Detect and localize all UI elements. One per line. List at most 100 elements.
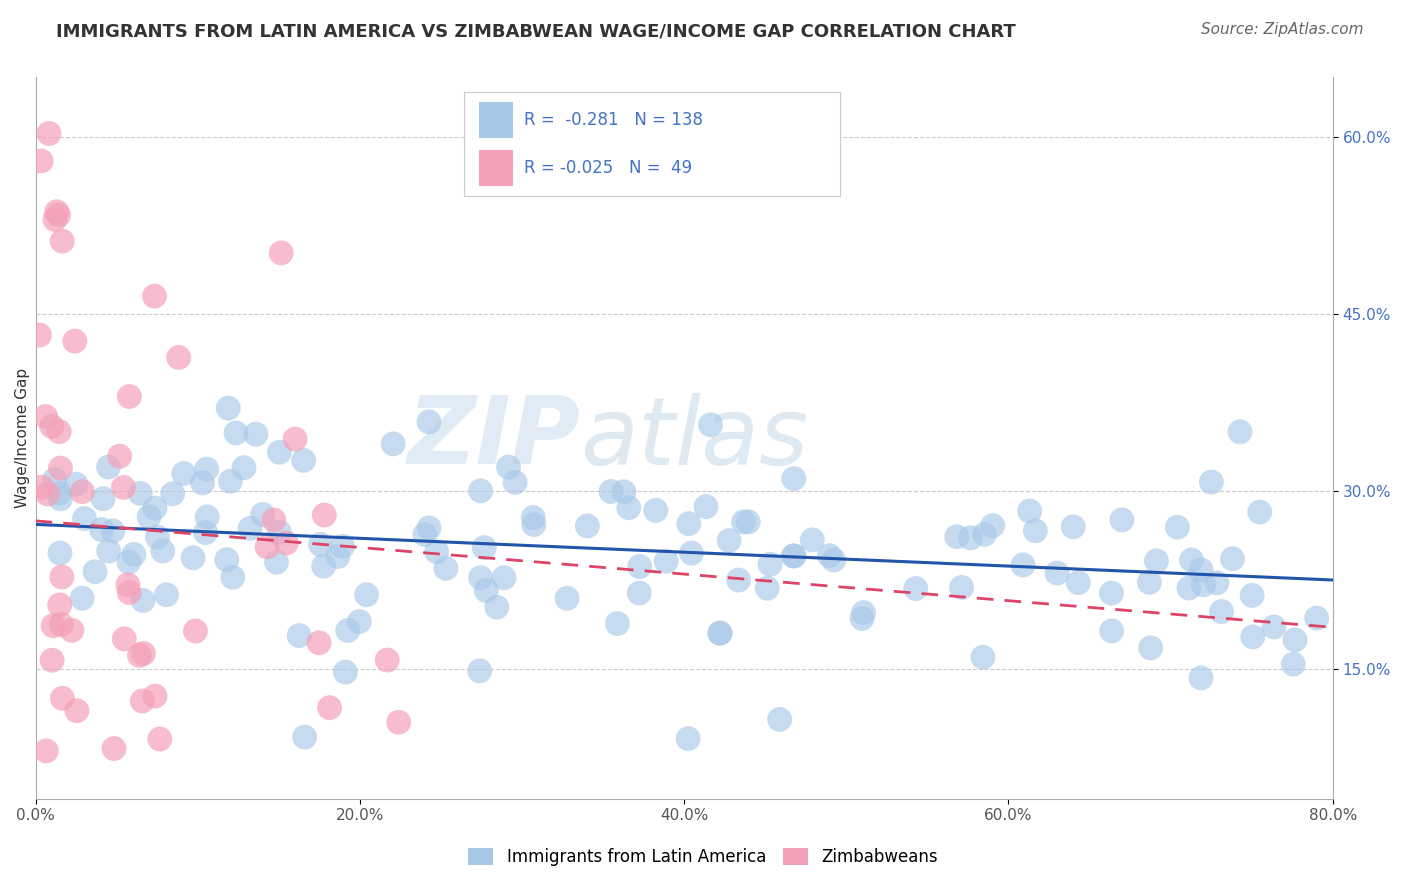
Point	[162, 486, 184, 500]
Point	[219, 475, 242, 489]
Point	[768, 712, 790, 726]
Point	[117, 578, 139, 592]
Point	[167, 351, 190, 365]
Point	[70, 591, 93, 606]
Point	[727, 573, 749, 587]
Point	[222, 570, 245, 584]
Point	[356, 588, 378, 602]
Point	[681, 546, 703, 560]
Point	[600, 484, 623, 499]
Point	[1222, 551, 1244, 566]
Point	[1067, 575, 1090, 590]
Point	[101, 524, 124, 538]
Point	[112, 480, 135, 494]
Point	[97, 460, 120, 475]
Point	[1099, 586, 1122, 600]
Point	[51, 617, 73, 632]
Point	[45, 204, 67, 219]
Point	[818, 549, 841, 563]
Point	[1189, 563, 1212, 577]
Point	[118, 390, 141, 404]
Point	[472, 541, 495, 555]
Point	[118, 585, 141, 599]
Point	[143, 689, 166, 703]
Point	[1305, 611, 1327, 625]
Point	[503, 475, 526, 490]
Point	[37, 487, 59, 501]
Point	[695, 500, 717, 514]
Point	[1189, 671, 1212, 685]
Point	[972, 650, 994, 665]
Point	[382, 437, 405, 451]
Point	[1062, 520, 1084, 534]
Point	[184, 624, 207, 638]
Text: Source: ZipAtlas.com: Source: ZipAtlas.com	[1201, 22, 1364, 37]
Point	[973, 527, 995, 541]
Point	[959, 531, 981, 545]
Point	[332, 539, 354, 553]
Point	[269, 525, 291, 540]
Point	[388, 715, 411, 730]
Point	[284, 432, 307, 446]
Point	[335, 665, 357, 679]
Point	[801, 533, 824, 547]
Point	[1192, 578, 1215, 592]
Point	[245, 427, 267, 442]
Point	[48, 486, 70, 500]
Point	[555, 591, 578, 606]
Point	[349, 615, 371, 629]
Point	[288, 628, 311, 642]
Point	[709, 626, 731, 640]
Point	[1146, 554, 1168, 568]
Point	[475, 583, 498, 598]
Point	[239, 521, 262, 535]
Point	[73, 511, 96, 525]
Point	[783, 549, 806, 563]
Point	[950, 581, 973, 595]
Point	[1024, 524, 1046, 538]
Point	[143, 501, 166, 516]
Point	[51, 570, 73, 584]
Point	[48, 208, 70, 222]
Point	[628, 586, 651, 600]
Point	[41, 419, 63, 434]
Point	[60, 624, 83, 638]
Point	[108, 449, 131, 463]
Point	[131, 694, 153, 708]
Point	[709, 626, 731, 640]
Point	[51, 234, 73, 248]
Point	[485, 600, 508, 615]
Point	[44, 473, 66, 487]
Point	[733, 515, 755, 529]
Point	[426, 544, 449, 558]
Point	[1205, 575, 1227, 590]
Point	[1229, 425, 1251, 439]
Point	[522, 510, 544, 524]
Point	[28, 328, 51, 343]
Point	[132, 647, 155, 661]
Point	[103, 741, 125, 756]
Point	[644, 503, 666, 517]
Point	[756, 582, 779, 596]
Point	[294, 730, 316, 744]
Point	[252, 508, 274, 522]
Point	[576, 519, 599, 533]
Point	[91, 491, 114, 506]
Point	[318, 700, 340, 714]
Point	[308, 636, 330, 650]
Point	[945, 530, 967, 544]
Point	[783, 472, 806, 486]
Point	[1284, 632, 1306, 647]
Point	[418, 415, 440, 429]
Point	[1282, 657, 1305, 672]
Point	[1012, 558, 1035, 572]
Point	[1101, 624, 1123, 638]
Point	[112, 632, 135, 646]
Point	[655, 554, 678, 568]
Point	[41, 653, 63, 667]
Point	[122, 548, 145, 562]
Point	[418, 521, 440, 535]
Point	[309, 537, 332, 551]
Point	[48, 425, 70, 439]
Point	[215, 552, 238, 566]
